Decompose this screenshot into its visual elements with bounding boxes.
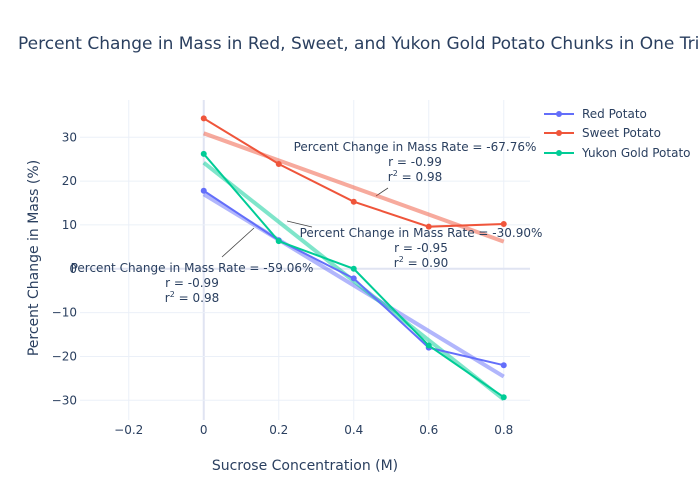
- chart-title: Percent Change in Mass in Red, Sweet, an…: [18, 34, 700, 54]
- annotation-rate: Percent Change in Mass Rate = -59.06%: [70, 261, 314, 275]
- x-axis-label: Sucrose Concentration (M): [211, 458, 399, 474]
- data-point-yukon-gold-potato: [275, 238, 282, 245]
- legend-item-red-potato[interactable]: Red Potato: [542, 104, 691, 124]
- x-tick-labels: −0.2 0 0.2 0.4 0.6 0.8: [114, 423, 513, 437]
- x-tick-label: 0.4: [344, 423, 363, 437]
- data-point-sweet-potato: [500, 221, 507, 228]
- annotation-red-potato: Percent Change in Mass Rate = -30.90% r …: [300, 226, 543, 271]
- annotation-sweet-potato: Percent Change in Mass Rate = -67.76% r …: [294, 140, 537, 185]
- data-point-red-potato: [200, 187, 207, 194]
- annotation-r-squared: r2 = 0.98: [387, 169, 443, 185]
- y-axis-label: Percent Change in Mass (%): [26, 159, 42, 357]
- data-point-sweet-potato: [350, 198, 357, 205]
- annotation-pointer-red-potato: [286, 220, 313, 228]
- annotation-rate: Percent Change in Mass Rate = -67.76%: [293, 140, 537, 154]
- x-tick-label: 0.6: [419, 423, 438, 437]
- y-tick-label: 10: [62, 218, 77, 232]
- y-tick-label: 20: [62, 174, 77, 188]
- annotation-rate: Percent Change in Mass Rate = -30.90%: [299, 226, 543, 240]
- annotation-r: r = -0.99: [165, 276, 219, 290]
- y-tick-label: 30: [62, 130, 77, 144]
- x-tick-label: 0.2: [269, 423, 288, 437]
- x-tick-label: 0: [200, 423, 208, 437]
- data-series: [200, 115, 507, 401]
- legend-swatch-sweet-potato: [544, 130, 574, 137]
- legend-label-yukon-gold-potato: Yukon Gold Potato: [582, 145, 691, 160]
- data-point-yukon-gold-potato: [425, 342, 432, 349]
- data-point-red-potato: [500, 362, 507, 369]
- annotation-pointer-yukon-gold-potato: [221, 227, 255, 258]
- trend-line-sweet-potato: [203, 131, 505, 244]
- legend-item-sweet-potato[interactable]: Sweet Potato: [542, 124, 691, 144]
- legend-label-red-potato: Red Potato: [582, 106, 647, 121]
- annotation-r: r = -0.99: [388, 155, 442, 169]
- legend-item-yukon-gold-potato[interactable]: Yukon Gold Potato: [542, 143, 691, 163]
- x-tick-label: −0.2: [114, 423, 143, 437]
- y-tick-labels: −30 −20 −10 0 10 20 30: [52, 130, 77, 407]
- y-tick-label: −10: [52, 306, 77, 320]
- x-tick-label: 0.8: [494, 423, 513, 437]
- annotation-r-squared: r2 = 0.90: [393, 255, 449, 271]
- data-point-yukon-gold-potato: [350, 265, 357, 272]
- annotation-r-squared: r2 = 0.98: [164, 290, 220, 306]
- legend: Red Potato Sweet Potato Yukon Gold Potat…: [542, 104, 691, 163]
- annotation-r: r = -0.95: [394, 241, 448, 255]
- data-point-sweet-potato: [425, 223, 432, 230]
- y-tick-label: −30: [52, 393, 77, 407]
- y-tick-label: 0: [69, 262, 77, 276]
- data-point-sweet-potato: [275, 161, 282, 167]
- legend-label-sweet-potato: Sweet Potato: [582, 126, 661, 141]
- data-point-yukon-gold-potato: [200, 150, 207, 157]
- data-point-sweet-potato: [200, 115, 207, 122]
- data-point-red-potato: [350, 275, 357, 282]
- annotation-yukon-gold-potato: Percent Change in Mass Rate = -59.06% r …: [71, 261, 314, 306]
- legend-swatch-yukon-gold-potato: [544, 149, 574, 156]
- data-point-yukon-gold-potato: [500, 394, 507, 401]
- y-tick-label: −20: [52, 349, 77, 363]
- legend-swatch-red-potato: [544, 110, 574, 117]
